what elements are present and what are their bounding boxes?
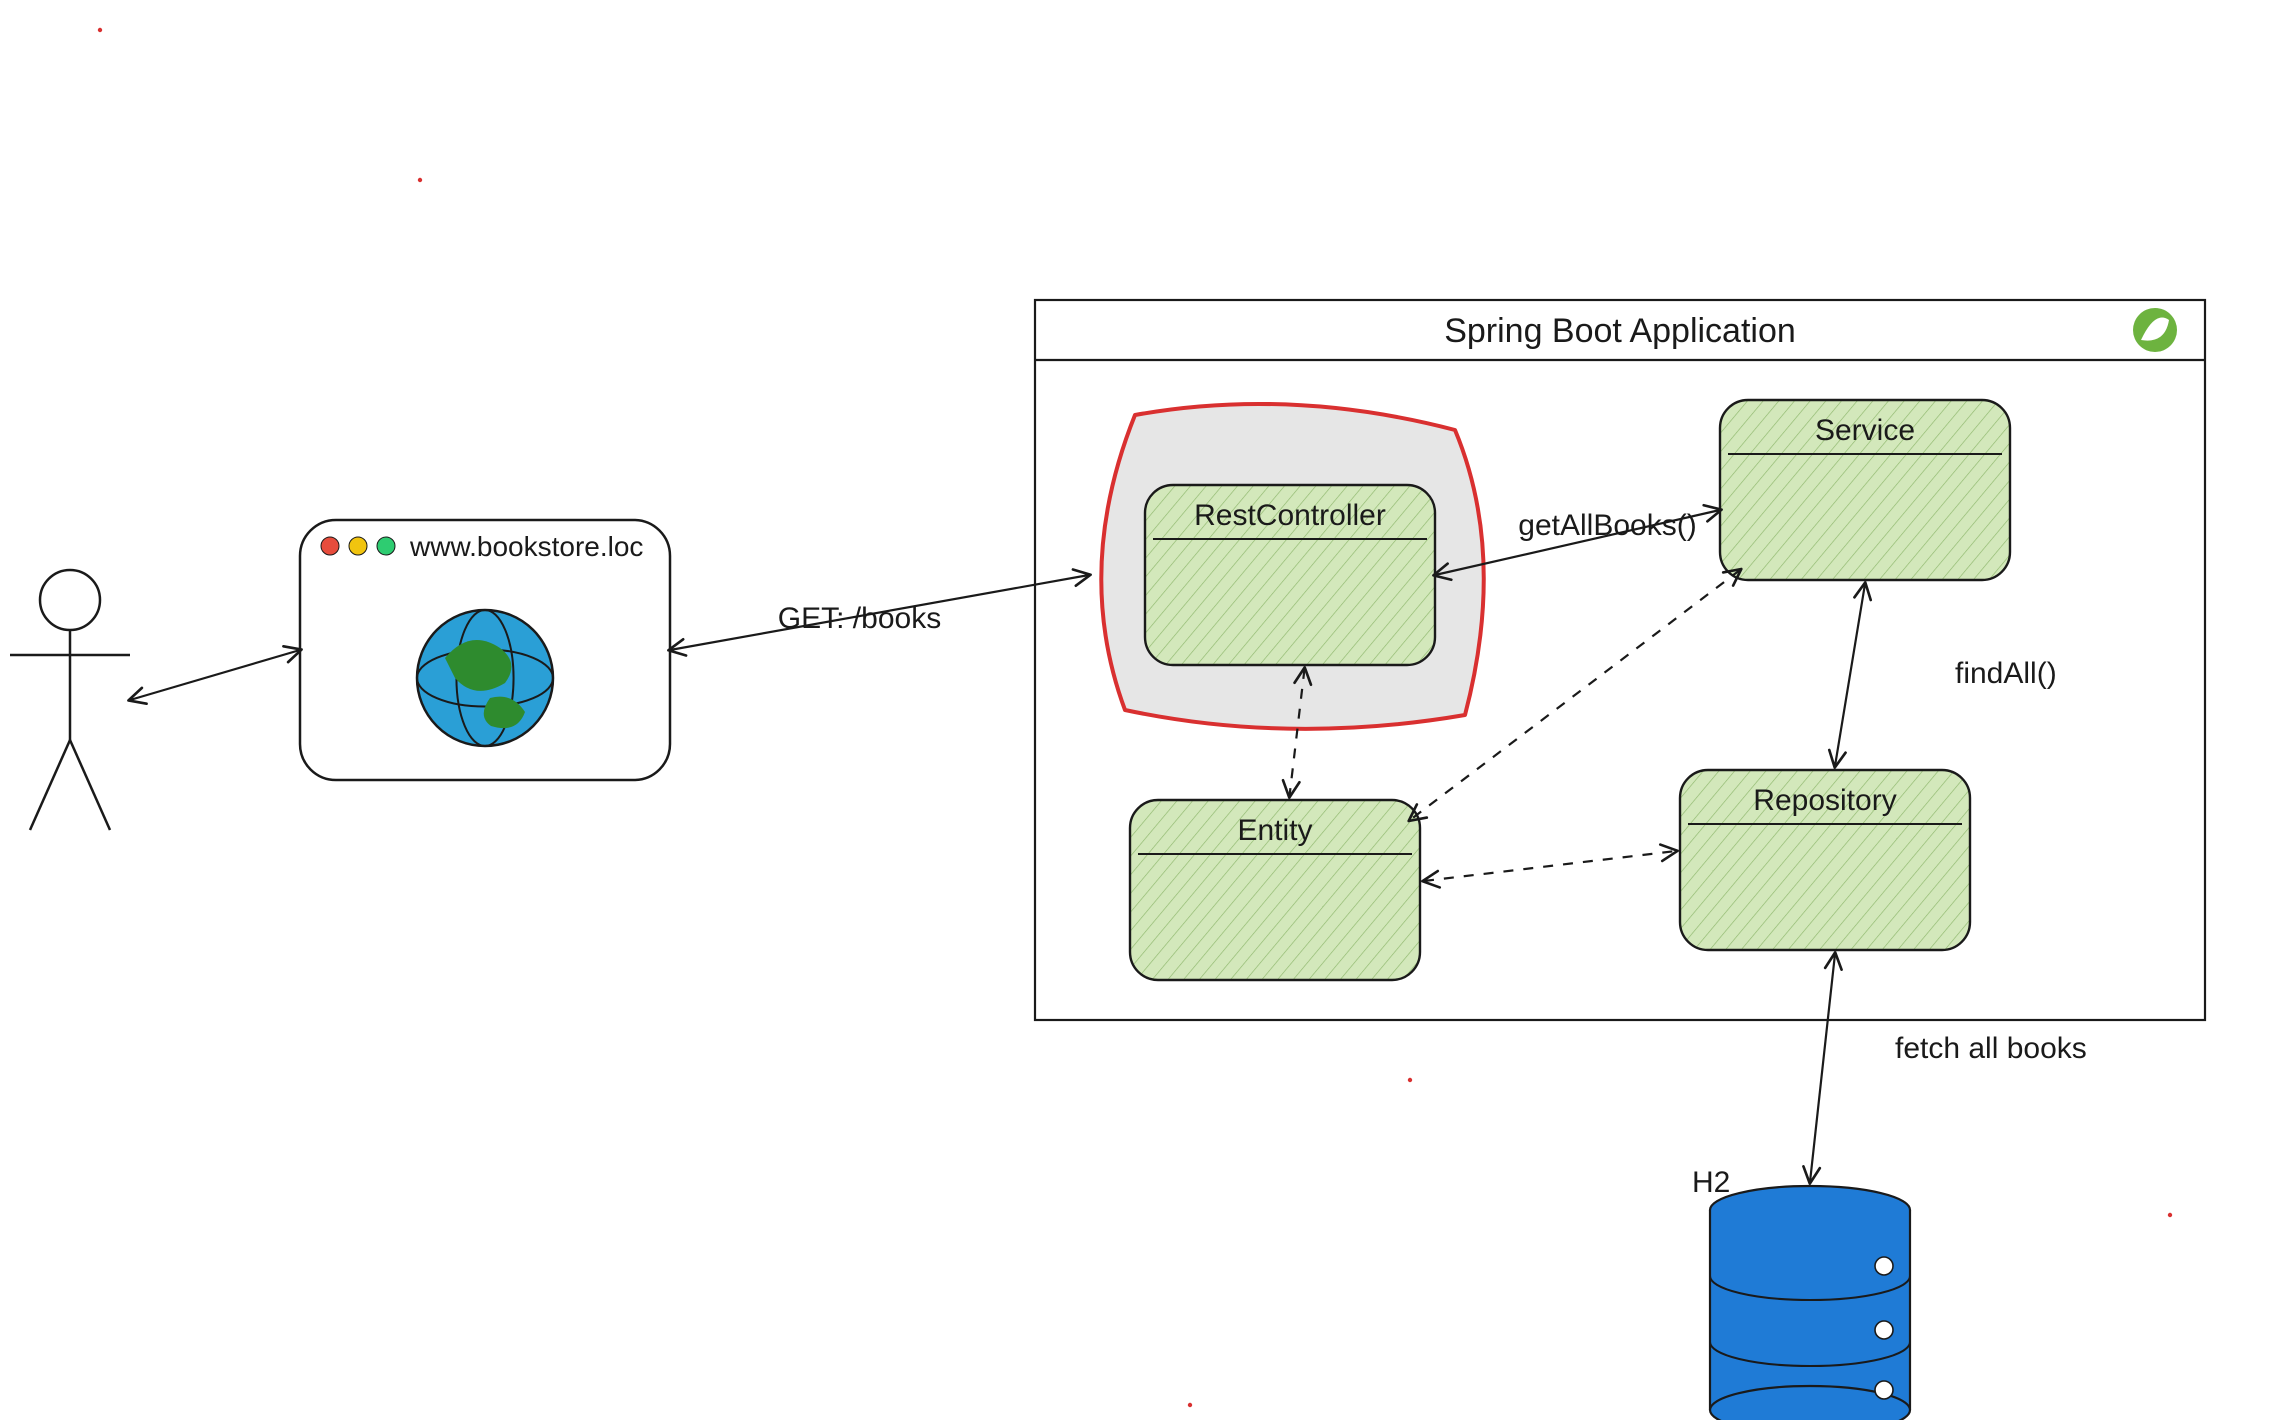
node-service-label: Service xyxy=(1815,414,1915,447)
node-restcontroller-label: RestController xyxy=(1194,499,1386,532)
app-title: Spring Boot Application xyxy=(1444,312,1796,350)
edge-service-repo-label: findAll() xyxy=(1955,657,2057,690)
database-label: H2 xyxy=(1692,1166,1730,1199)
edge-rest-service-label: getAllBooks() xyxy=(1518,509,1696,542)
browser-window: www.bookstore.loc xyxy=(300,520,670,780)
browser-url: www.bookstore.loc xyxy=(409,531,643,562)
edge-browser-rest-label: GET: /books xyxy=(778,602,941,635)
node-repository: Repository xyxy=(1680,770,1970,950)
edge-repo-db-label: fetch all books xyxy=(1895,1032,2087,1065)
node-entity-label: Entity xyxy=(1237,814,1312,847)
database: H2 xyxy=(1692,1166,1910,1420)
node-service: Service xyxy=(1720,400,2010,580)
node-entity: Entity xyxy=(1130,800,1420,980)
node-repository-label: Repository xyxy=(1753,784,1896,817)
node-restcontroller: RestController xyxy=(1145,485,1435,665)
